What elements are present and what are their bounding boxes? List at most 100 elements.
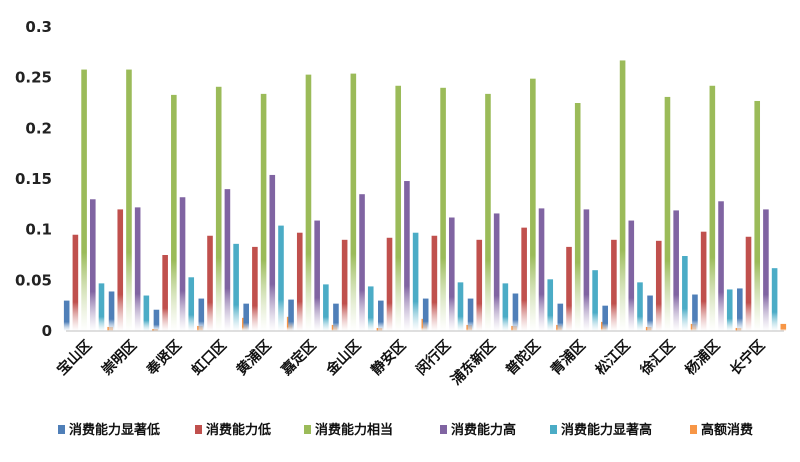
bar: [502, 283, 509, 331]
bar: [709, 85, 716, 332]
bar: [574, 103, 581, 331]
bar: [305, 74, 312, 331]
legend-label: 消费能力低: [206, 422, 271, 438]
bar: [771, 268, 778, 331]
bar-group: [737, 100, 787, 331]
bar: [171, 94, 177, 331]
bar: [493, 213, 500, 331]
y-tick-label: 0.05: [15, 271, 52, 289]
bar-group: [108, 69, 158, 331]
bar: [341, 239, 348, 331]
y-axis: 0 0.05 0.1 0.15 0.2 0.25 0.3: [15, 18, 52, 340]
y-tick-label: 0.2: [25, 119, 52, 137]
legend-swatch: [58, 425, 65, 434]
bar-group: [647, 96, 697, 331]
y-tick-label: 0.15: [15, 170, 52, 188]
y-tick-label: 0.3: [25, 18, 52, 36]
legend-swatch: [440, 425, 447, 434]
x-tick-label: 静安区: [368, 337, 410, 379]
bar: [117, 209, 124, 331]
bar: [63, 300, 70, 331]
legend-label: 消费能力显著低: [69, 422, 160, 438]
y-tick-label: 0.25: [15, 69, 52, 87]
bar: [467, 298, 474, 331]
bar: [673, 210, 679, 331]
bar: [288, 299, 294, 331]
bar: [431, 235, 438, 331]
bar: [243, 303, 249, 331]
bar-group: [288, 74, 338, 331]
bar-group: [557, 103, 607, 331]
bar: [143, 295, 150, 331]
bar: [198, 298, 205, 331]
x-tick-label: 长宁区: [727, 337, 769, 379]
bar: [359, 194, 365, 331]
bar: [655, 240, 662, 331]
bar: [72, 234, 79, 331]
legend: 消费能力显著低 消费能力低 消费能力相当 消费能力高 消费能力显著高 高额消费: [58, 422, 753, 438]
bar: [726, 289, 733, 331]
bar: [647, 295, 653, 331]
legend-label: 高额消费: [701, 422, 753, 438]
bar: [547, 279, 554, 331]
bar-group: [333, 73, 383, 332]
x-tick-label: 奉贤区: [143, 337, 185, 379]
bar: [457, 282, 464, 331]
x-tick-label: 金山区: [322, 337, 364, 379]
bar: [162, 255, 168, 331]
bar: [737, 288, 743, 331]
bar: [682, 256, 688, 331]
x-tick-label: 普陀区: [502, 337, 544, 379]
x-tick-label: 徐汇区: [636, 337, 678, 379]
bar: [566, 246, 572, 331]
bar: [350, 73, 357, 332]
bar: [269, 174, 276, 331]
bar: [628, 220, 635, 331]
legend-item: 消费能力高: [440, 422, 516, 438]
bar: [611, 239, 617, 331]
bar-group: [512, 78, 562, 332]
x-tick-label: 宝山区: [54, 337, 96, 379]
bar: [780, 323, 787, 331]
bar: [637, 282, 643, 331]
bar: [224, 189, 231, 331]
y-tick-label: 0: [42, 322, 52, 340]
bar: [386, 237, 393, 331]
bar: [367, 286, 374, 331]
bar: [485, 93, 491, 331]
x-tick-label: 闵行区: [413, 337, 455, 379]
bar: [89, 199, 96, 331]
legend-swatch: [690, 425, 697, 434]
bar: [440, 87, 446, 331]
x-tick-label: 浦东新区: [448, 337, 500, 389]
bar: [333, 303, 339, 331]
bar-groups: [63, 60, 787, 332]
bar: [476, 239, 483, 331]
legend-swatch: [550, 425, 557, 434]
bar: [412, 232, 419, 331]
legend-item: 高额消费: [690, 422, 753, 438]
bar: [126, 69, 132, 331]
bar: [583, 209, 590, 331]
bar: [188, 277, 195, 331]
bar: [179, 197, 186, 331]
bar: [278, 225, 284, 331]
legend-label: 消费能力高: [451, 422, 516, 438]
bar: [314, 220, 320, 331]
bar: [98, 283, 105, 331]
bar: [592, 270, 598, 331]
bar-group: [153, 94, 203, 331]
bar: [512, 293, 519, 331]
bar: [378, 300, 384, 331]
bar: [664, 96, 671, 331]
bar-group: [198, 86, 248, 331]
bar: [448, 217, 455, 331]
legend-swatch: [304, 425, 311, 434]
bar: [207, 235, 213, 331]
legend-item: 消费能力低: [195, 422, 271, 438]
bar: [134, 207, 141, 331]
bar: [692, 294, 698, 331]
